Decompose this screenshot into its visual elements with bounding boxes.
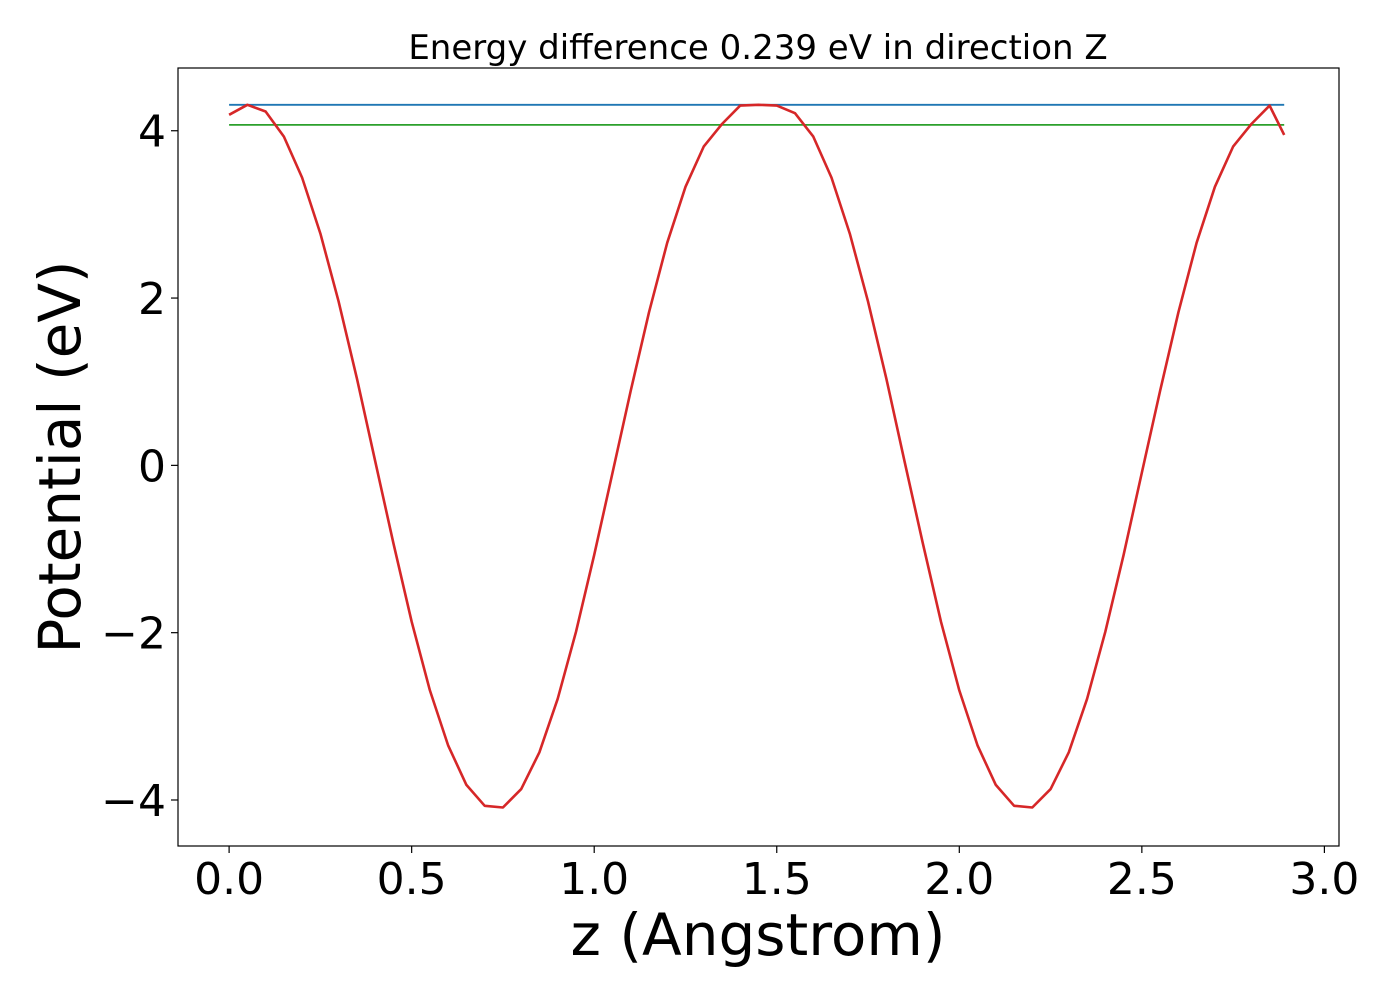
y-tick-label: 4: [138, 107, 166, 158]
x-tick-label: 3.0: [1289, 854, 1359, 905]
y-tick-label: −2: [101, 609, 166, 660]
x-tick-label: 0.0: [194, 854, 264, 905]
x-axis-ticks: 0.0 0.5 1.0 1.5 2.0 2.5 3.0: [194, 846, 1359, 905]
y-axis-label: Potential (eV): [26, 260, 94, 653]
x-tick-label: 1.5: [742, 854, 812, 905]
y-tick-label: 0: [138, 441, 166, 492]
x-tick-label: 2.0: [924, 854, 994, 905]
series-layer: [228, 103, 1286, 809]
x-tick-label: 2.5: [1107, 854, 1177, 905]
x-tick-label: 1.0: [559, 854, 629, 905]
y-axis-ticks: −4 −2 0 2 4: [101, 107, 178, 827]
y-tick-label: 2: [138, 274, 166, 325]
plot-frame: [177, 67, 1340, 847]
y-tick-label: −4: [101, 776, 166, 827]
series-line-potential: [228, 103, 1286, 809]
x-tick-label: 0.5: [377, 854, 447, 905]
x-axis-label: z (Angstrom): [571, 901, 946, 969]
chart-title: Energy difference 0.239 eV in direction …: [408, 28, 1107, 68]
